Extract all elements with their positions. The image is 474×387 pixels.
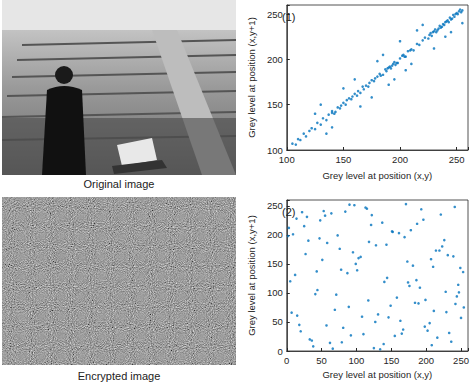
svg-text:Grey level at position (x,y): Grey level at position (x,y) [322, 170, 432, 181]
svg-text:100: 100 [267, 287, 283, 298]
svg-text:250: 250 [453, 355, 469, 366]
svg-text:250: 250 [267, 200, 283, 211]
html-text:Encrypted image: Encrypted image [77, 370, 161, 382]
svg-text:200: 200 [392, 154, 408, 165]
svg-text:50: 50 [316, 355, 327, 366]
svg-text:(1): (1) [282, 11, 295, 23]
svg-text:200: 200 [267, 229, 283, 240]
svg-text:150: 150 [267, 99, 283, 110]
svg-text:0: 0 [277, 346, 282, 357]
svg-text:250: 250 [449, 154, 465, 165]
svg-text:200: 200 [418, 355, 434, 366]
svg-text:100: 100 [279, 154, 295, 165]
svg-text:50: 50 [272, 316, 283, 327]
svg-text:100: 100 [349, 355, 365, 366]
html-text:Original image: Original image [83, 178, 155, 190]
svg-text:100: 100 [266, 144, 283, 156]
svg-text:Grey level at position (x,y): Grey level at position (x,y) [322, 369, 432, 380]
svg-text:(2): (2) [282, 206, 295, 218]
svg-text:200: 200 [267, 54, 283, 65]
svg-text:0: 0 [284, 355, 289, 366]
svg-text:Grey level at position (x,y+1): Grey level at position (x,y+1) [246, 215, 257, 336]
svg-text:150: 150 [267, 258, 283, 269]
svg-text:250: 250 [267, 9, 283, 20]
svg-text:150: 150 [335, 154, 351, 165]
svg-text:Grey level at position (x,y+1): Grey level at position (x,y+1) [246, 17, 257, 138]
svg-text:150: 150 [383, 355, 399, 366]
